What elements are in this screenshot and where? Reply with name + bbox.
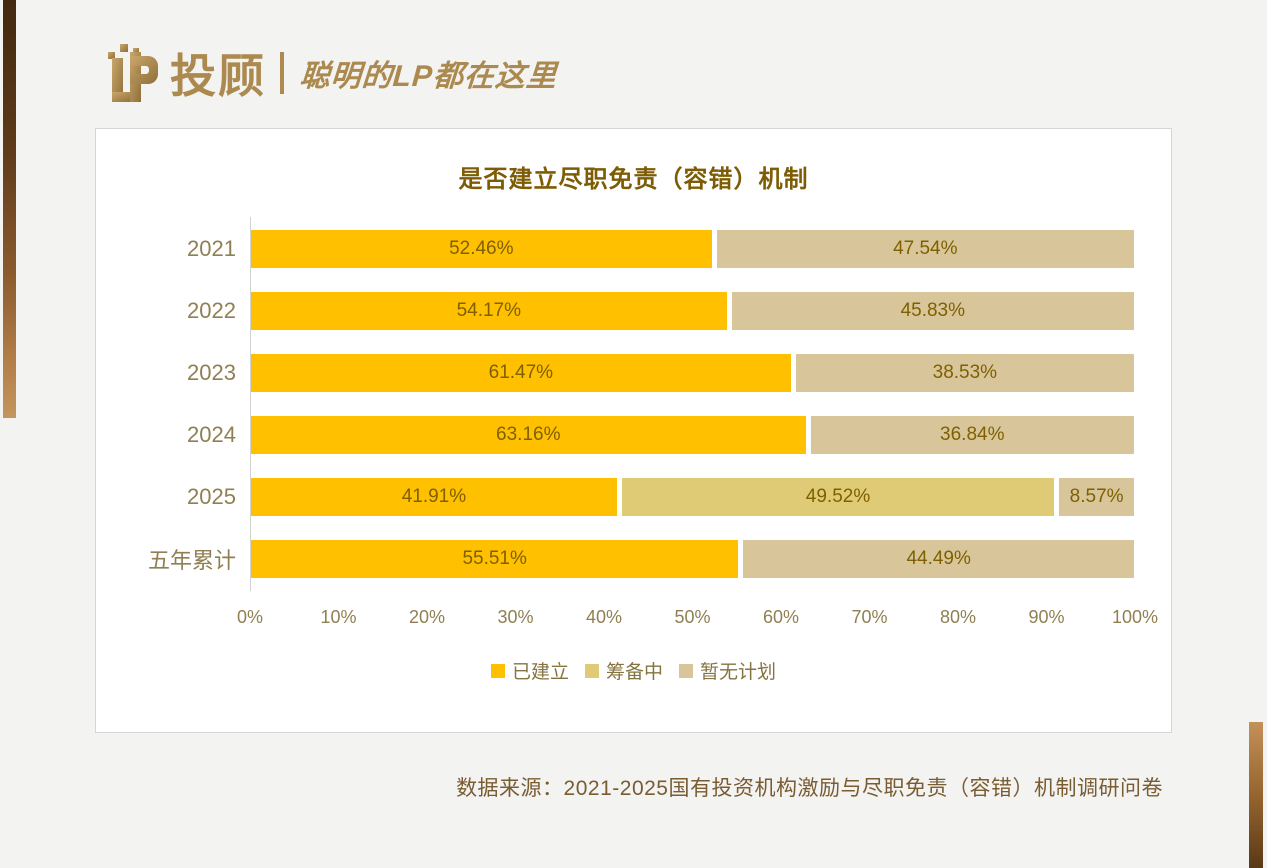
data-label: 63.16% bbox=[496, 424, 561, 445]
y-axis-line bbox=[250, 217, 251, 591]
bar-track: 61.47% 38.53% bbox=[251, 354, 1134, 392]
bar-segment-已建立: 61.47% bbox=[251, 354, 791, 392]
data-label: 55.51% bbox=[462, 548, 527, 569]
data-label: 54.17% bbox=[456, 300, 522, 321]
bar-track: 54.17% 45.83% bbox=[251, 292, 1134, 330]
bar-track: 52.46% 47.54% bbox=[251, 230, 1134, 268]
category-label: 五年累计 bbox=[147, 548, 236, 573]
data-label: 47.54% bbox=[893, 238, 958, 259]
legend-swatch-icon bbox=[679, 663, 693, 678]
bar-segment-已建立: 52.46% bbox=[251, 230, 712, 268]
x-tick-label: 30% bbox=[497, 607, 534, 627]
legend-swatch-icon bbox=[584, 663, 599, 678]
data-label: 41.91% bbox=[401, 486, 467, 507]
lp-monogram-icon bbox=[100, 42, 162, 104]
bar-segment-暂无计划: 44.49% bbox=[743, 540, 1134, 578]
bar-row-2021: 2021 52.46% 47.54% bbox=[96, 230, 1134, 268]
legend-item-暂无计划: 暂无计划 bbox=[679, 657, 776, 684]
x-tick-label: 40% bbox=[585, 607, 623, 627]
bar-track: 55.51% 44.49% bbox=[251, 540, 1134, 578]
x-tick-label: 100% bbox=[1111, 607, 1159, 627]
data-label: 52.46% bbox=[449, 238, 514, 259]
data-label: 36.84% bbox=[940, 424, 1005, 445]
category-label: 2025 bbox=[187, 484, 236, 509]
bar-segment-暂无计划: 8.57% bbox=[1059, 478, 1134, 516]
x-tick-label: 20% bbox=[408, 607, 446, 627]
category-label: 2022 bbox=[187, 298, 236, 323]
data-source-note: 数据来源：2021-2025国有投资机构激励与尽职免责（容错）机制调研问卷 bbox=[456, 777, 1163, 800]
bar-row-2025: 2025 41.91% 49.52% 8.57% bbox=[96, 478, 1134, 516]
data-label: 49.52% bbox=[805, 486, 871, 507]
bar-row-2024: 2024 63.16% 36.84% bbox=[96, 416, 1134, 454]
x-tick-label: 50% bbox=[674, 607, 711, 627]
left-gradient-accent-bar bbox=[3, 0, 16, 418]
bar-segment-已建立: 55.51% bbox=[251, 540, 739, 578]
legend-item-筹备中: 筹备中 bbox=[584, 657, 663, 684]
chart-legend: 已建立 筹备中 暂无计划 bbox=[96, 657, 1171, 684]
brand-tagline: 聪明的LP都在这里 bbox=[298, 60, 559, 93]
bar-row-五年累计: 五年累计 55.51% 44.49% bbox=[96, 540, 1134, 578]
x-tick-label: 70% bbox=[851, 607, 888, 627]
category-label: 2023 bbox=[187, 360, 236, 385]
legend-label: 筹备中 bbox=[605, 662, 663, 683]
x-axis-tick-labels: 0% 10% 20% 30% 40% 50% 60% 70% 80% 90% 100% bbox=[237, 607, 1158, 631]
legend-label: 已建立 bbox=[511, 662, 569, 683]
bar-segment-已建立: 63.16% bbox=[251, 416, 806, 454]
data-label: 38.53% bbox=[932, 362, 998, 383]
bar-segment-暂无计划: 38.53% bbox=[795, 354, 1134, 392]
legend-label: 暂无计划 bbox=[700, 662, 777, 683]
category-label: 2024 bbox=[187, 422, 236, 447]
bar-row-2023: 2023 61.47% 38.53% bbox=[96, 354, 1134, 392]
bar-segment-已建立: 54.17% bbox=[251, 292, 727, 330]
data-label: 44.49% bbox=[906, 548, 971, 569]
bar-track: 63.16% 36.84% bbox=[251, 416, 1134, 454]
brand-name: 投顾 bbox=[170, 50, 266, 102]
bar-row-2022: 2022 54.17% 45.83% bbox=[96, 292, 1134, 330]
bar-track: 41.91% 49.52% 8.57% bbox=[251, 478, 1134, 516]
bar-segment-筹备中: 49.52% bbox=[621, 478, 1055, 516]
x-tick-label: 80% bbox=[939, 607, 977, 627]
category-label: 2021 bbox=[187, 236, 236, 261]
bar-segment-暂无计划: 45.83% bbox=[731, 292, 1134, 330]
bar-segment-暂无计划: 36.84% bbox=[810, 416, 1134, 454]
bar-plot-area: 2021 52.46% 47.54% 2022 54.17% 45.83% 2023 61.4… bbox=[96, 230, 1134, 602]
x-tick-label: 90% bbox=[1028, 607, 1065, 627]
bar-segment-暂无计划: 47.54% bbox=[716, 230, 1134, 268]
brand-logo: 投顾 聪明的LP都在这里 bbox=[100, 40, 559, 106]
brand-divider bbox=[280, 52, 284, 94]
x-tick-label: 0% bbox=[236, 607, 264, 627]
bar-segment-已建立: 41.91% bbox=[251, 478, 617, 516]
chart-card: 是否建立尽职免责（容错）机制 2021 52.46% 47.54% 2022 54.17… bbox=[95, 128, 1172, 733]
legend-swatch-icon bbox=[490, 663, 505, 678]
data-label: 45.83% bbox=[900, 300, 966, 321]
x-tick-label: 60% bbox=[762, 607, 800, 627]
legend-item-已建立: 已建立 bbox=[490, 657, 569, 684]
data-label: 61.47% bbox=[488, 362, 554, 383]
data-label: 8.57% bbox=[1069, 486, 1124, 507]
chart-title: 是否建立尽职免责（容错）机制 bbox=[458, 166, 809, 193]
right-gradient-accent-bar bbox=[1249, 722, 1263, 868]
x-tick-label: 10% bbox=[320, 607, 357, 627]
